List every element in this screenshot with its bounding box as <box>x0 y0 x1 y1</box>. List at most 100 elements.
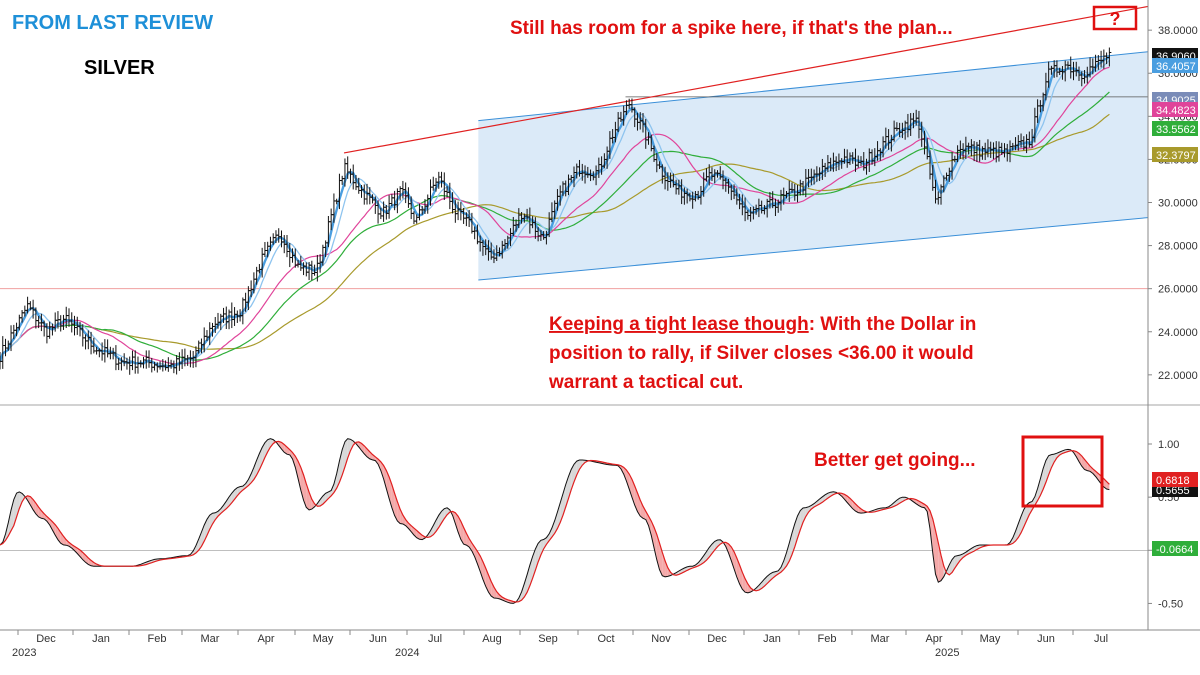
month-tick-label: Aug <box>482 633 502 645</box>
oscillator-fill-segment <box>11 499 14 531</box>
oscillator-fill-segment <box>350 439 354 451</box>
value-tag-bg <box>1152 58 1198 73</box>
value-tag-text: 33.5562 <box>1156 124 1196 136</box>
oscillator-fill-segment <box>1012 531 1016 544</box>
osc-tick-label: 1.00 <box>1158 439 1179 451</box>
oscillator-fill-segment <box>295 456 299 479</box>
oscillator-fill-segment <box>242 483 246 491</box>
oscillator-fill-segment <box>444 507 448 519</box>
oscillator-fill-segment <box>1087 462 1091 472</box>
oscillator-fill-segment <box>783 552 787 570</box>
oscillator-fill-segment <box>253 460 257 480</box>
month-tick-label: Jun <box>1037 633 1055 645</box>
oscillator-fill-segment <box>333 473 337 493</box>
oscillator-fill-segment <box>493 587 497 599</box>
oscillator-fill-segment <box>218 508 221 517</box>
oscillator-layer <box>0 438 1148 604</box>
oscillator-fill-segment <box>521 583 525 601</box>
oscillator-fill-segment <box>19 491 23 509</box>
oscillator-fill-segment <box>1040 468 1044 496</box>
axes-layer: 22.000024.000026.000028.000030.000032.00… <box>0 0 1200 659</box>
value-tag-text: 32.3797 <box>1156 150 1196 162</box>
oscillator-fill-segment <box>369 451 373 460</box>
month-tick-label: Jul <box>1094 633 1108 645</box>
spike-annotation: Still has room for a spike here, if that… <box>510 18 953 39</box>
question-mark: ? <box>1110 9 1121 29</box>
oscillator-line <box>0 438 1110 604</box>
symbol-title: SILVER <box>84 57 155 79</box>
oscillator-fill-segment <box>789 533 793 562</box>
lease-heading: Keeping a tight lease though <box>549 314 809 335</box>
oscillator-fill-segment <box>758 582 762 591</box>
oscillator-fill-segment <box>248 473 252 486</box>
month-tick-label: Feb <box>148 633 167 645</box>
oscillator-fill-segment <box>642 506 646 520</box>
oscillator-fill-segment <box>941 555 944 581</box>
oscillator-fill-segment <box>347 438 351 459</box>
value-tag-text: 34.4823 <box>1156 105 1196 117</box>
month-tick-label: Apr <box>925 633 942 645</box>
month-tick-label: Nov <box>651 633 671 645</box>
lease-annotation-line2: position to rally, if Silver closes <36.… <box>549 343 974 364</box>
channel-upper-line <box>478 51 1149 122</box>
osc-tag-text: 0.6818 <box>1156 475 1190 487</box>
oscillator-fill-segment <box>805 506 809 517</box>
oscillator-fill-segment <box>811 503 815 510</box>
oscillator-fill-segment <box>1037 478 1041 501</box>
oscillator-fill-segment <box>419 532 423 540</box>
value-tag-fast-ma: 36.4057 <box>1152 58 1198 73</box>
oscillator-fill-segment <box>1018 516 1022 538</box>
oscillator-fill-segment <box>27 495 31 506</box>
osc-tick-label: -0.50 <box>1158 598 1183 610</box>
oscillator-fill-segment <box>372 454 376 461</box>
price-tick-label: 24.0000 <box>1158 327 1198 339</box>
price-tick-label: 26.0000 <box>1158 284 1198 296</box>
oscillator-fill-segment <box>386 470 390 499</box>
oscillator-fill-segment <box>342 441 345 476</box>
oscillator-fill-segment <box>477 551 481 572</box>
lease-line1-rest: : With the Dollar in <box>809 314 977 335</box>
month-tick-label: Sep <box>538 633 558 645</box>
oscillator-fill-segment <box>212 512 216 524</box>
oscillator-fill-segment <box>554 512 558 534</box>
value-tag-slowest-ma: 32.3797 <box>1152 147 1198 162</box>
price-bar <box>1107 47 1112 67</box>
oscillator-fill-segment <box>731 546 735 570</box>
oscillator-fill-segment <box>524 574 528 598</box>
channel-layer <box>478 51 1149 281</box>
oscillator-fill-segment <box>209 513 213 530</box>
oscillator-fill-segment <box>496 591 500 599</box>
month-tick-label: Mar <box>871 633 890 645</box>
oscillator-annotation: Better get going... <box>814 450 976 471</box>
month-tick-label: Dec <box>36 633 56 645</box>
price-tick-label: 38.0000 <box>1158 25 1198 37</box>
oscillator-fill-segment <box>858 506 861 514</box>
oscillator-fill-segment <box>1015 523 1019 542</box>
oscillator-fill-segment <box>803 507 806 523</box>
oscillator-fill-segment <box>932 519 936 575</box>
channel-lower-line <box>478 217 1149 281</box>
oscillator-fill-segment <box>654 527 657 560</box>
osc-tag-text: -0.0664 <box>1156 544 1193 556</box>
oscillator-fill-segment <box>466 533 470 547</box>
oscillator-fill-segment <box>278 441 282 450</box>
oscillator-fill-segment <box>527 565 530 593</box>
oscillator-fill-segment <box>339 449 343 483</box>
oscillator-fill-segment <box>358 441 362 451</box>
oscillator-fill-segment <box>336 461 340 489</box>
year-label: 2024 <box>395 647 419 659</box>
osc-tag-text: 0.5655 <box>1156 485 1190 497</box>
month-tick-label: Dec <box>707 633 727 645</box>
oscillator-signal-line <box>0 440 1110 603</box>
oscillator-fill-segment <box>328 490 332 499</box>
oscillator-fill-segment <box>579 459 583 470</box>
oscillator-fill-segment <box>30 496 34 510</box>
oscillator-fill-segment <box>491 581 494 598</box>
oscillator-fill-segment <box>775 570 779 576</box>
oscillator-fill-segment <box>841 493 845 500</box>
value-tag-bg <box>1152 121 1198 136</box>
oscillator-fill-segment <box>240 486 243 493</box>
month-tick-label: May <box>980 633 1001 645</box>
